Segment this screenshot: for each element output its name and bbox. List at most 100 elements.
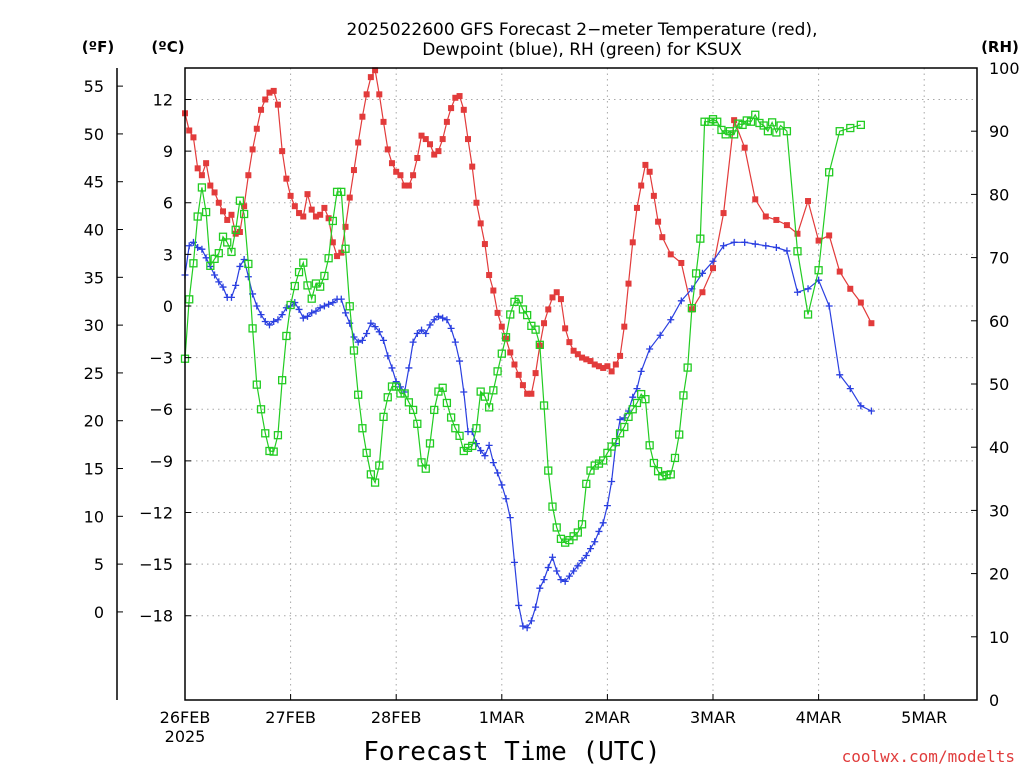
dewpoint-point: [282, 304, 290, 312]
rh-point: [430, 405, 439, 415]
dewpoint-point: [578, 557, 586, 565]
temperature-point: [249, 146, 256, 153]
dewpoint-line: [184, 241, 872, 629]
rh-point: [189, 259, 198, 268]
dewpoint-point: [451, 338, 459, 346]
temperature-point: [481, 241, 488, 248]
dewpoint-point: [498, 481, 506, 489]
temperature-point: [410, 172, 417, 179]
dewpoint-point: [312, 307, 320, 315]
rh-point: [590, 461, 599, 470]
dewpoint-point: [211, 271, 219, 279]
dewpoint-point: [587, 545, 595, 553]
rh-point: [248, 324, 257, 333]
rh-point: [210, 254, 219, 264]
fahrenheit-tick-label: 55: [84, 77, 104, 96]
dewpoint-point: [825, 302, 833, 310]
rh-tick-label: 70: [989, 249, 1009, 268]
rh-point: [455, 431, 464, 440]
dewpoint-point: [325, 300, 333, 308]
dewpoint-point: [553, 567, 561, 575]
temperature-point: [266, 89, 273, 96]
temperature-point: [274, 101, 281, 108]
dewpoint-point: [291, 299, 299, 307]
x-tick-label: 5MAR: [901, 708, 947, 727]
dewpoint-point: [481, 452, 489, 460]
temperature-point: [629, 239, 636, 246]
temperature-point: [710, 265, 716, 272]
temperature-point: [783, 222, 790, 229]
rh-point: [214, 249, 223, 258]
temperature-point: [287, 192, 294, 199]
temperature-point: [762, 213, 769, 220]
temperature-point: [847, 285, 854, 292]
temperature-point: [203, 160, 210, 167]
celsius-tick-label: −15: [139, 555, 173, 574]
dewpoint-point: [392, 378, 400, 386]
temperature-point: [236, 229, 243, 236]
dewpoint-point: [574, 562, 582, 570]
temperature-point: [384, 146, 391, 153]
dewpoint-point: [384, 352, 392, 360]
temperature-point: [460, 106, 467, 113]
fahrenheit-tick-label: 35: [84, 268, 104, 287]
dewpoint-point: [227, 293, 235, 301]
rh-point: [666, 470, 675, 479]
rh-point: [324, 254, 333, 263]
rh-point: [649, 458, 659, 468]
rh-point: [599, 456, 608, 465]
dewpoint-point: [519, 622, 527, 630]
fahrenheit-tick-label: 25: [84, 364, 104, 383]
rh-point: [316, 282, 325, 291]
rh-point: [518, 305, 528, 314]
dewpoint-point: [720, 242, 728, 250]
celsius-tick-label: 3: [163, 245, 173, 264]
rh-tick-label: 40: [989, 438, 1009, 457]
dewpoint-point: [253, 302, 261, 310]
temperature-point: [667, 251, 674, 258]
dewpoint-point: [656, 331, 664, 339]
rh-point: [320, 271, 329, 281]
temperature-point: [659, 234, 666, 241]
temperature-point: [549, 294, 556, 301]
rh-point: [286, 300, 295, 310]
rh-point: [413, 419, 422, 428]
temperature-point: [469, 163, 476, 170]
temperature-point: [207, 182, 214, 189]
fahrenheit-tick-label: 30: [84, 316, 104, 335]
rh-point: [273, 431, 283, 440]
temperature-point: [367, 74, 374, 81]
rh-point: [607, 442, 616, 451]
rh-point: [345, 302, 354, 311]
temperature-point: [456, 93, 463, 100]
rh-point: [484, 403, 494, 412]
rh-point: [404, 398, 414, 407]
temperature-point: [553, 289, 560, 296]
rh-point: [299, 258, 308, 267]
dewpoint-point: [261, 317, 269, 325]
rh-point: [290, 281, 299, 291]
dewpoint-point: [320, 302, 328, 310]
fahrenheit-tick-label: 20: [84, 412, 104, 431]
dewpoint-point: [489, 459, 497, 467]
rh-point: [383, 393, 392, 402]
temperature-point: [418, 132, 425, 139]
rh-point: [341, 244, 350, 253]
rh-point: [328, 216, 337, 226]
rh-point: [489, 386, 498, 395]
rh-point: [501, 333, 511, 342]
rh-point: [552, 523, 561, 532]
dewpoint-point: [265, 321, 273, 329]
temperature-point: [363, 91, 370, 98]
celsius-tick-label: 9: [163, 142, 173, 161]
rh-point: [751, 110, 760, 119]
dewpoint-point: [677, 297, 685, 305]
rh-point: [239, 209, 249, 219]
rh-point: [472, 424, 481, 433]
temperature-point: [253, 125, 260, 132]
temperature-point: [321, 204, 328, 211]
dewpoint-point: [409, 338, 417, 346]
dewpoint-point: [434, 312, 442, 320]
rh-point: [729, 130, 739, 139]
dewpoint-point: [413, 330, 421, 338]
